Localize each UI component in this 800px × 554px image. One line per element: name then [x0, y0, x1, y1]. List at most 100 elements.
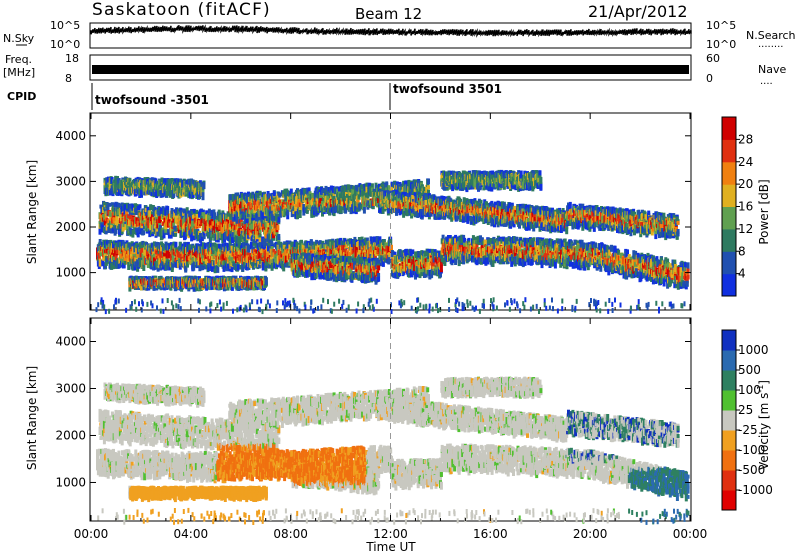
- data-cell: [250, 241, 254, 249]
- data-cell: [387, 258, 391, 265]
- data-cell: [527, 255, 531, 262]
- data-cell: [553, 240, 556, 248]
- data-cell: [582, 242, 586, 249]
- data-cell: [515, 246, 519, 253]
- data-cell: [330, 249, 334, 255]
- data-cell: [458, 251, 462, 256]
- data-cell: [508, 250, 512, 254]
- nsearch-label: N.Search: [746, 29, 796, 42]
- data-cell: [166, 264, 170, 271]
- data-cell: [563, 238, 567, 243]
- data-cell: [571, 261, 575, 269]
- data-cell: [142, 258, 146, 265]
- data-cell: [510, 258, 514, 267]
- data-cell: [239, 250, 243, 256]
- data-cell: [216, 264, 220, 273]
- data-cell: [250, 256, 254, 262]
- data-cell: [254, 256, 258, 263]
- data-cell: [315, 245, 319, 254]
- data-cell: [171, 262, 175, 268]
- data-cell: [258, 264, 262, 269]
- data-cell: [170, 264, 174, 272]
- data-cell: [309, 239, 313, 245]
- data-cell: [235, 256, 238, 264]
- data-cell: [574, 239, 578, 245]
- data-cell: [329, 241, 333, 249]
- data-cell: [414, 271, 417, 280]
- data-cell: [392, 270, 396, 279]
- data-cell: [345, 241, 349, 249]
- data-cell: [97, 252, 101, 260]
- data-cell: [210, 243, 213, 247]
- data-cell: [260, 248, 264, 257]
- data-cell: [112, 262, 115, 270]
- data-cell: [183, 254, 187, 261]
- data-cell: [483, 252, 487, 261]
- data-cell: [462, 234, 466, 240]
- data-cell: [344, 252, 348, 259]
- data-cell: [350, 239, 354, 247]
- data-cell: [379, 247, 383, 252]
- data-cell: [192, 262, 196, 271]
- data-cell: [282, 263, 286, 272]
- data-cell: [527, 250, 531, 259]
- data-cell: [646, 252, 650, 259]
- nsearch-key: ........: [758, 39, 783, 50]
- data-cell: [426, 269, 430, 275]
- data-cell: [435, 256, 439, 265]
- data-cell: [480, 245, 484, 250]
- data-cell: [629, 265, 633, 270]
- data-cell: [617, 249, 621, 255]
- data-cell: [215, 243, 219, 250]
- data-cell: [329, 239, 333, 244]
- data-cell: [261, 261, 265, 267]
- data-cell: [344, 248, 348, 254]
- data-cell: [222, 264, 226, 272]
- data-cell: [663, 277, 667, 282]
- data-cell: [168, 243, 172, 251]
- data-cell: [561, 240, 564, 247]
- data-cell: [466, 248, 470, 257]
- data-cell: [214, 249, 218, 257]
- data-cell: [150, 261, 154, 269]
- cpid-segment-1: twofsound -3501: [95, 93, 209, 107]
- data-cell: [498, 241, 502, 247]
- data-cell: [634, 271, 638, 275]
- data-cell: [662, 268, 666, 277]
- data-cell: [123, 260, 127, 265]
- data-cell: [484, 257, 488, 266]
- data-cell: [382, 239, 386, 246]
- data-cell: [602, 252, 606, 258]
- data-cell: [219, 249, 223, 254]
- data-cell: [469, 256, 473, 261]
- data-cell: [417, 262, 421, 268]
- data-cell: [527, 259, 531, 266]
- data-cell: [610, 244, 613, 252]
- data-cell: [553, 240, 557, 245]
- data-cell: [105, 240, 109, 245]
- data-cell: [226, 262, 230, 268]
- data-cell: [554, 257, 558, 262]
- data-cell: [433, 249, 437, 255]
- data-cell: [166, 206, 170, 211]
- data-cell: [192, 208, 196, 213]
- data-cell: [153, 246, 157, 253]
- data-cell: [114, 254, 118, 262]
- nave-key: ....: [760, 76, 773, 87]
- data-cell: [259, 254, 262, 259]
- data-cell: [268, 264, 272, 269]
- data-cell: [490, 238, 494, 245]
- data-cell: [288, 243, 292, 252]
- data-cell: [116, 258, 120, 263]
- data-cell: [587, 261, 591, 267]
- data-cell: [381, 258, 385, 267]
- data-cell: [580, 239, 584, 247]
- data-cell: [497, 237, 501, 246]
- data-cell: [419, 258, 423, 264]
- data-cell: [613, 259, 617, 266]
- data-cell: [444, 252, 448, 261]
- data-cell: [627, 254, 631, 260]
- data-cell: [653, 273, 657, 279]
- data-cell: [194, 247, 197, 253]
- nave-tick-bottom: 0: [706, 72, 713, 85]
